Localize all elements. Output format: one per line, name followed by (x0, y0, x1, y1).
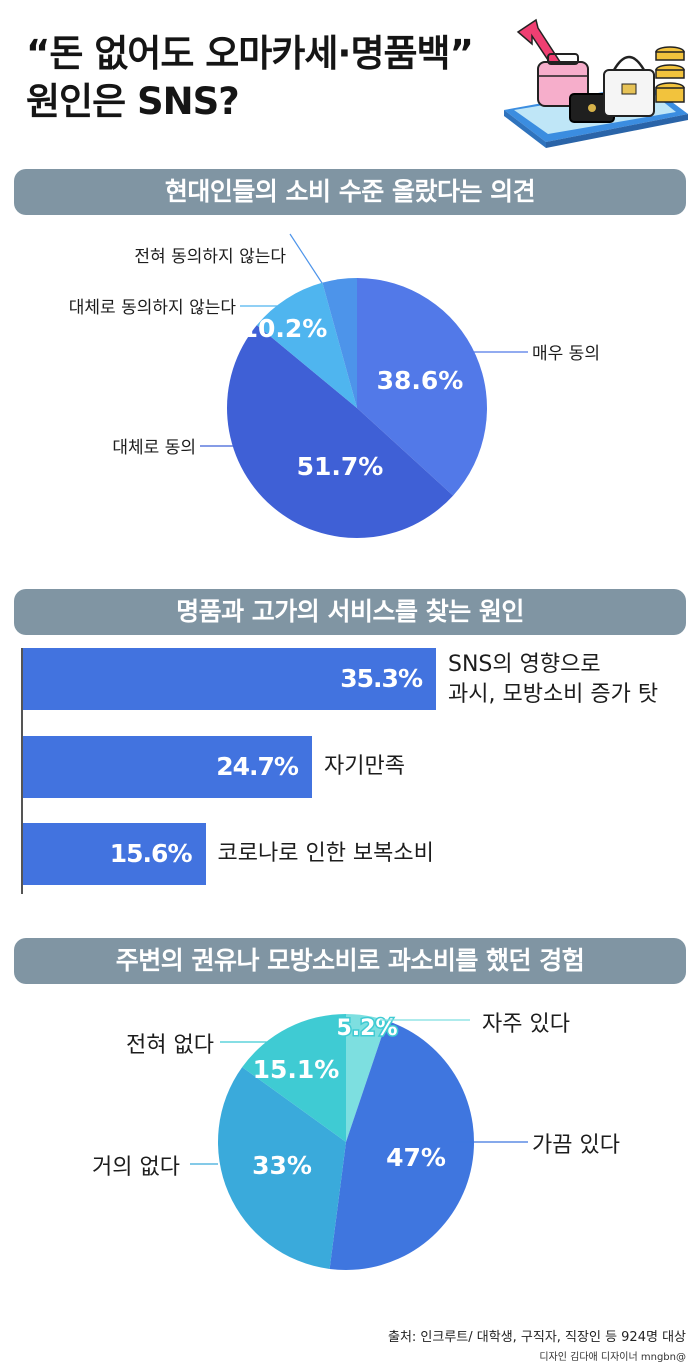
pie1-slice-3 (256, 282, 357, 408)
pie1-slice-label-3: 대체로 동의하지 않는다 (69, 298, 237, 318)
pie2-slice-2 (329, 1020, 474, 1270)
pie1-leader-line-4 (289, 233, 323, 284)
bar-1 (23, 648, 436, 710)
bar-chart-axis (21, 648, 23, 894)
section1-header: 현대인들의 소비 수준 올랐다는 의견 (14, 169, 686, 215)
pie1-slice-2 (226, 325, 454, 539)
pie1-slice-label-2: 대체로 동의 (112, 438, 196, 458)
pie1-slice-1 (357, 278, 487, 496)
pie1-slice-value-3: 10.2% (241, 314, 328, 343)
page-title: “돈 없어도 오마카세·명품백” 원인은 SNS? (26, 30, 474, 126)
bar-value-2: 24.7% (216, 752, 299, 781)
bar-label-1-line-2: 과시, 모방소비 증가 탓 (448, 682, 659, 707)
pie2-slice-value-2: 47% (386, 1143, 446, 1172)
pie2-slice-label-4: 전혀 없다 (126, 1033, 214, 1058)
pie1-slice-value-2: 51.7% (297, 452, 384, 481)
pie2-slice-value-3: 33% (252, 1151, 312, 1180)
shopping-illustration-icon (504, 18, 688, 148)
pie2-slice-label-3: 거의 없다 (92, 1155, 180, 1180)
pie2-slice-value-4: 15.1% (253, 1055, 340, 1084)
pie-chart-consumption-opinion: 38.6% 매우 동의 51.7% 대체로 동의 10.2%대체로 동의하지 않는다 전혀… (69, 233, 600, 539)
bar-label-1-line-1: SNS의 영향으로 (448, 652, 601, 677)
pie1-slice-4 (322, 278, 357, 408)
section2-header: 명품과 고가의 서비스를 찾는 원인 (14, 589, 686, 635)
source-note: 출처: 인크루트/ 대학생, 구직자, 직장인 등 924명 대상 (387, 1330, 686, 1345)
bar-label-2: 자기만족 (323, 754, 405, 779)
pie1-slice-value-1: 38.6% (377, 366, 464, 395)
pie2-slice-4 (242, 1014, 346, 1142)
bar-label-3: 코로나로 인한 보복소비 (217, 841, 434, 866)
bar-2 (23, 736, 312, 798)
pie2-slice-label-1: 자주 있다 (482, 1012, 570, 1037)
pie1-slice-label-4: 전혀 동의하지 않는다 (134, 247, 286, 267)
pie2-slice-3 (218, 1067, 346, 1269)
bar-value-3: 15.6% (109, 839, 193, 868)
pie2-slice-label-2: 가끔 있다 (532, 1133, 620, 1158)
pie1-slice-label-1: 매우 동의 (532, 344, 600, 364)
title-line-2: 원인은 SNS? (26, 80, 240, 123)
bar-3 (23, 823, 206, 885)
pie2-slice-1 (346, 1014, 387, 1142)
section3-header: 주변의 권유나 모방소비로 과소비를 했던 경험 (14, 938, 686, 984)
designer-credit: 디자인 김다애 디자이너 mngbn@ (539, 1352, 686, 1363)
title-line-1: “돈 없어도 오마카세·명품백” (26, 32, 474, 75)
bar-value-1: 35.3% (340, 664, 423, 693)
